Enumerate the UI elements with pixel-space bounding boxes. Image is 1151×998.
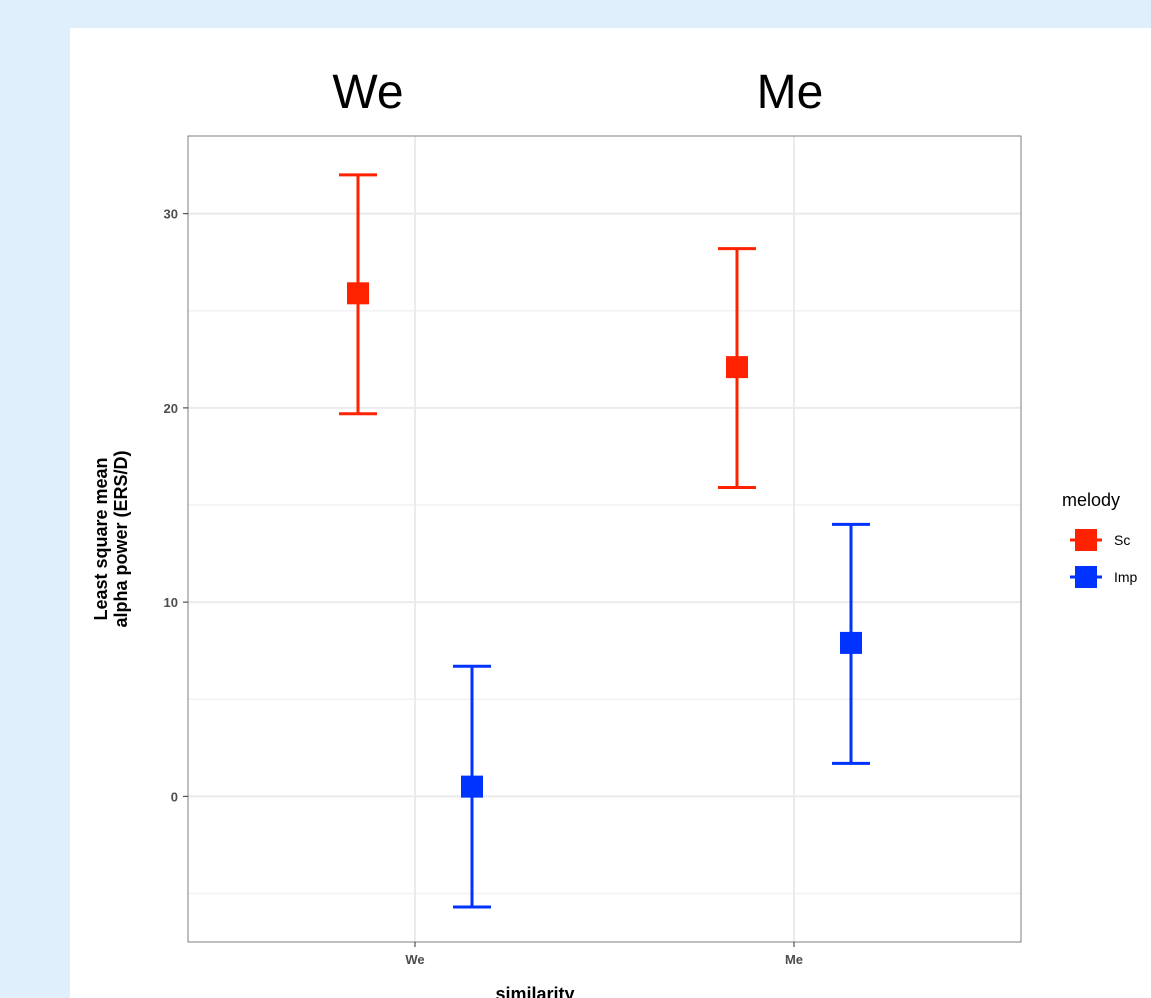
- y-axis-title-line-1: Least square mean: [91, 457, 111, 620]
- legend-key-square: [1075, 529, 1097, 551]
- y-tick-label: 0: [171, 789, 178, 804]
- legend-title: melody: [1062, 490, 1120, 510]
- data-point: [726, 356, 748, 379]
- x-tick-label: Me: [785, 952, 803, 967]
- y-tick-label: 20: [164, 401, 178, 416]
- y-tick-label: 30: [164, 207, 178, 222]
- header-label-we: We: [332, 66, 403, 119]
- data-point: [461, 775, 483, 798]
- plot-border: [187, 135, 1022, 943]
- x-tick-labels: We Me: [405, 942, 803, 967]
- grid-layer: [188, 136, 1021, 942]
- x-axis-title: similarity: [495, 984, 574, 998]
- legend-label: Imp: [1114, 569, 1138, 585]
- legend-key-square: [1075, 566, 1097, 588]
- data-point: [840, 631, 862, 654]
- y-axis-title: Least square mean alpha power (ERS/D): [91, 450, 131, 627]
- header-label-me: Me: [757, 66, 824, 119]
- legend-keys: Sc Imp: [1070, 529, 1138, 588]
- figure-panel: We Me 0 10 20 30 We Me similarity Least squa…: [70, 28, 1151, 998]
- marks-layer: [339, 173, 870, 909]
- y-tick-label: 10: [164, 595, 178, 610]
- y-axis-title-line-2: alpha power (ERS/D): [111, 450, 131, 627]
- y-tick-labels: 0 10 20 30: [164, 207, 188, 804]
- legend-label: Sc: [1114, 532, 1130, 548]
- chart: We Me 0 10 20 30 We Me similarity Least squa…: [91, 66, 1138, 998]
- x-tick-label: We: [405, 952, 424, 967]
- legend: melody Sc Imp: [1062, 490, 1138, 588]
- data-point: [347, 282, 369, 305]
